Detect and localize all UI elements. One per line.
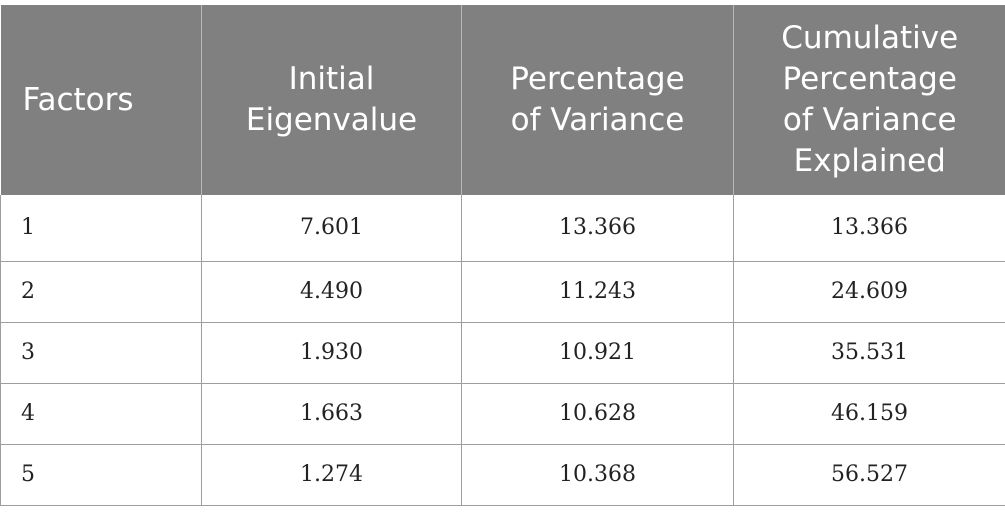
table-row: 5 1.274 10.368 56.527 [0,444,1005,506]
cell-factor: 3 [0,322,202,384]
header-cumulative-line-3: of Variance [782,102,957,138]
cell-factor: 2 [0,261,202,323]
cell-percentage-of-variance: 10.921 [461,322,734,384]
header-cumulative-line-2: Percentage [782,61,957,97]
table-row: 4 1.663 10.628 46.159 [0,383,1005,445]
cell-initial-eigenvalue: 1.930 [201,322,462,384]
table-row: 1 7.601 13.366 13.366 [0,195,1005,262]
cell-factor: 4 [0,383,202,445]
eigenvalue-table: Factors Initial Eigenvalue Percentage of… [0,5,1005,506]
cell-factor: 5 [0,444,202,506]
header-cumulative-percentage: Cumulative Percentage of Variance Explai… [733,5,1005,195]
cell-cumulative-percentage: 24.609 [733,261,1005,323]
table-header: Factors Initial Eigenvalue Percentage of… [0,5,1005,195]
header-factors: Factors [0,5,202,195]
header-factors-line-1: Factors [22,81,134,118]
header-cumulative-line-4: Explained [793,143,946,179]
cell-initial-eigenvalue: 1.663 [201,383,462,445]
header-initial-eigenvalue: Initial Eigenvalue [201,5,462,195]
header-initial-eigenvalue-line-2: Eigenvalue [245,102,418,138]
table-row: 3 1.930 10.921 35.531 [0,322,1005,384]
cell-cumulative-percentage: 46.159 [733,383,1005,445]
header-row: Factors Initial Eigenvalue Percentage of… [0,5,1005,195]
cell-initial-eigenvalue: 1.274 [201,444,462,506]
header-percentage-of-variance: Percentage of Variance [461,5,734,195]
eigenvalue-table-container: Factors Initial Eigenvalue Percentage of… [0,5,1005,506]
header-initial-eigenvalue-line-1: Initial [288,61,375,97]
header-percentage-of-variance-line-1: Percentage [510,61,685,97]
cell-percentage-of-variance: 10.628 [461,383,734,445]
table-row: 2 4.490 11.243 24.609 [0,261,1005,323]
table-body: 1 7.601 13.366 13.366 2 4.490 11.243 24.… [0,195,1005,506]
cell-factor: 1 [0,195,202,262]
cell-cumulative-percentage: 35.531 [733,322,1005,384]
cell-percentage-of-variance: 11.243 [461,261,734,323]
cell-initial-eigenvalue: 7.601 [201,195,462,262]
header-percentage-of-variance-line-2: of Variance [510,102,685,138]
cell-percentage-of-variance: 10.368 [461,444,734,506]
cell-cumulative-percentage: 13.366 [733,195,1005,262]
cell-initial-eigenvalue: 4.490 [201,261,462,323]
header-cumulative-line-1: Cumulative [781,20,959,56]
cell-percentage-of-variance: 13.366 [461,195,734,262]
cell-cumulative-percentage: 56.527 [733,444,1005,506]
